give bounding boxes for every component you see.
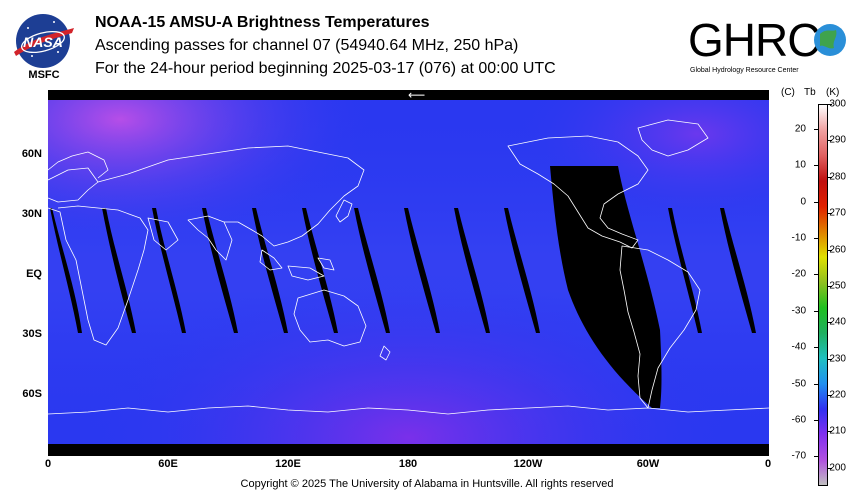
colorbar-kelvin-label: 230 [829,353,846,365]
colorbar-tick [814,419,818,421]
colorbar-celsius-label: -70 [791,450,806,462]
colorbar-kelvin-label: 300 [829,98,846,110]
colorbar-celsius-label: -60 [791,414,806,426]
coast-new-zealand [379,345,391,361]
coast-australia [293,289,367,347]
lon-label-120e: 120E [275,458,301,470]
lon-label-0-right: 0 [764,458,772,470]
lat-label-60n: 60N [21,148,42,160]
swath-gap [50,208,82,333]
lat-label-30n: 30N [21,208,42,220]
colorbar-tick [828,285,832,287]
swath-gap [302,208,338,333]
colorbar-celsius-label: 0 [800,196,806,208]
colorbar-celsius-label: -20 [791,268,806,280]
nasa-logo: NASA [14,14,74,68]
colorbar-kelvin-label: 200 [829,462,846,474]
lon-label-60w: 60W [636,458,660,470]
coast-north-america [507,135,649,249]
colorbar-kelvin-label: 250 [829,280,846,292]
orbit-direction-arrow: ⟵ [408,90,425,102]
colorbar-unit-k: (K) [826,87,840,98]
colorbar-unit-c: (C) [781,87,795,98]
period-line: For the 24-hour period beginning 2025-03… [95,60,556,77]
colorbar-celsius-label: -50 [791,378,806,390]
colorbar-tick [828,104,832,105]
coast-europe [48,151,109,179]
colorbar-tick [828,431,832,433]
colorbar-tick [814,238,818,240]
swath-gap [252,208,288,333]
colorbar-tick [828,249,832,251]
coast-arabia-india [147,215,233,261]
swath-gap [454,208,490,333]
ghrc-logo: GHRC Global Hydrology Resource Center [688,14,846,74]
lon-label-120w: 120W [513,458,543,470]
colorbar-celsius-label: -10 [791,232,806,244]
colorbar-kelvin-label: 240 [829,316,846,328]
nasa-wordmark: NASA [23,34,63,50]
colorbar-celsius-label: -30 [791,305,806,317]
colorbar-kelvin-label: 290 [829,134,846,146]
colorbar-celsius-label: 10 [794,159,806,171]
swath-gap [404,208,440,333]
lon-label-0-left: 0 [44,458,52,470]
colorbar-tick [814,128,818,130]
colorbar [818,104,828,486]
top-nodata-band [48,90,769,100]
colorbar-unit-tb: Tb [804,87,816,98]
msfc-label: MSFC [28,69,60,81]
coast-indonesia [259,249,335,281]
colorbar-tick [828,358,832,360]
lon-label-180: 180 [398,458,418,470]
swath-gap [202,208,238,333]
lon-label-60e: 60E [158,458,178,470]
colorbar-tick [828,176,832,178]
colorbar-tick [814,347,818,349]
colorbar-tick [828,467,832,469]
colorbar-kelvin-label: 280 [829,171,846,183]
ghrc-tagline: Global Hydrology Resource Center [690,67,799,74]
ghrc-wordmark: GHRC [688,14,819,66]
title-block: NOAA-15 AMSU-A Brightness Temperatures A… [95,11,556,80]
colorbar-tick [814,201,818,203]
large-missing-block [550,166,662,408]
brightness-temperature-map: ⟵ [48,90,769,456]
copyright-footer: Copyright © 2025 The University of Alaba… [240,478,614,490]
colorbar-kelvin-label: 210 [829,425,846,437]
lat-label-60s: 60S [22,388,42,400]
swath-gap [720,208,756,333]
coast-japan [335,199,353,223]
bottom-nodata-band [48,444,769,456]
colorbar-tick [828,322,832,324]
coast-south-america [619,245,701,409]
colorbar-tick [814,310,818,312]
colorbar-tick [814,383,818,385]
colorbar-celsius-label: -40 [791,341,806,353]
lat-label-30s: 30S [22,328,42,340]
coast-africa [48,167,149,346]
swath-gap [152,208,186,333]
swath-gap [504,208,540,333]
colorbar-tick [814,165,818,167]
colorbar-kelvin-label: 260 [829,244,846,256]
colorbar-celsius-label: 20 [794,123,806,135]
coast-asia [97,145,365,247]
swath-gap [354,208,390,333]
colorbar-kelvin-label: 270 [829,207,846,219]
colorbar-tick [828,213,832,215]
coast-antarctica [48,405,769,415]
colorbar-tick [828,140,832,142]
colorbar-tick [828,395,832,397]
swath-gaps [50,166,756,408]
chart-subtitle: Ascending passes for channel 07 (54940.6… [95,37,519,54]
lat-label-eq: EQ [26,268,42,280]
colorbar-tick [814,456,818,458]
coastlines [48,119,769,415]
coast-greenland [637,119,709,157]
colorbar-kelvin-label: 220 [829,389,846,401]
colorbar-tick [814,274,818,276]
chart-title: NOAA-15 AMSU-A Brightness Temperatures [95,14,430,31]
